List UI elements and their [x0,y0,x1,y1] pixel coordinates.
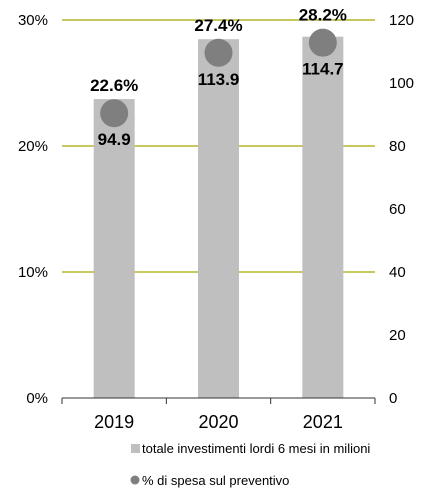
bars [93,36,344,399]
right-tick-label: 60 [389,201,406,218]
x-tick-label-2021: 2021 [303,412,343,432]
x-tick-label-2020: 2020 [198,412,238,432]
bar-value-label-2019: 94.9 [98,130,131,149]
point-2020 [204,38,233,67]
bar-2020 [198,39,239,399]
legend-point-swatch [130,475,140,485]
pct-label-2021: 28.2% [299,6,347,25]
right-tick-label: 120 [389,12,414,29]
right-tick-label: 100 [389,75,414,92]
right-tick-label: 0 [389,390,397,407]
point-2021 [308,28,337,57]
right-tick-label: 40 [389,264,406,281]
right-tick-label: 20 [389,327,406,344]
right-tick-label: 80 [389,138,406,155]
x-tick-label-2019: 2019 [94,412,134,432]
legend-bar-label: totale investimenti lordi 6 mesi in mili… [142,441,370,456]
bar-2021 [302,36,344,398]
points [100,28,337,128]
bar-value-label-2021: 114.7 [302,60,344,79]
bar-value-label-2020: 113.9 [198,70,240,89]
point-2019 [100,99,129,128]
legend-bar-swatch [131,444,140,453]
pct-label-2020: 27.4% [194,16,242,35]
axes: 2019 2020 2021 0% 10% 20% 30% 0 20 40 60 80 100 120 [18,12,414,432]
pct-label-2019: 22.6% [90,76,138,95]
left-tick-label: 20% [18,138,48,155]
left-tick-label: 30% [18,12,48,29]
bar-2019 [93,99,135,398]
legend-point-label: % di spesa sul preventivo [142,473,289,488]
legend: totale investimenti lordi 6 mesi in mili… [130,441,370,488]
data-labels: 22.6% 27.4% 28.2% 94.9 113.9 114.7 [90,6,347,150]
left-tick-label: 10% [18,264,48,281]
left-tick-label: 0% [26,390,48,407]
